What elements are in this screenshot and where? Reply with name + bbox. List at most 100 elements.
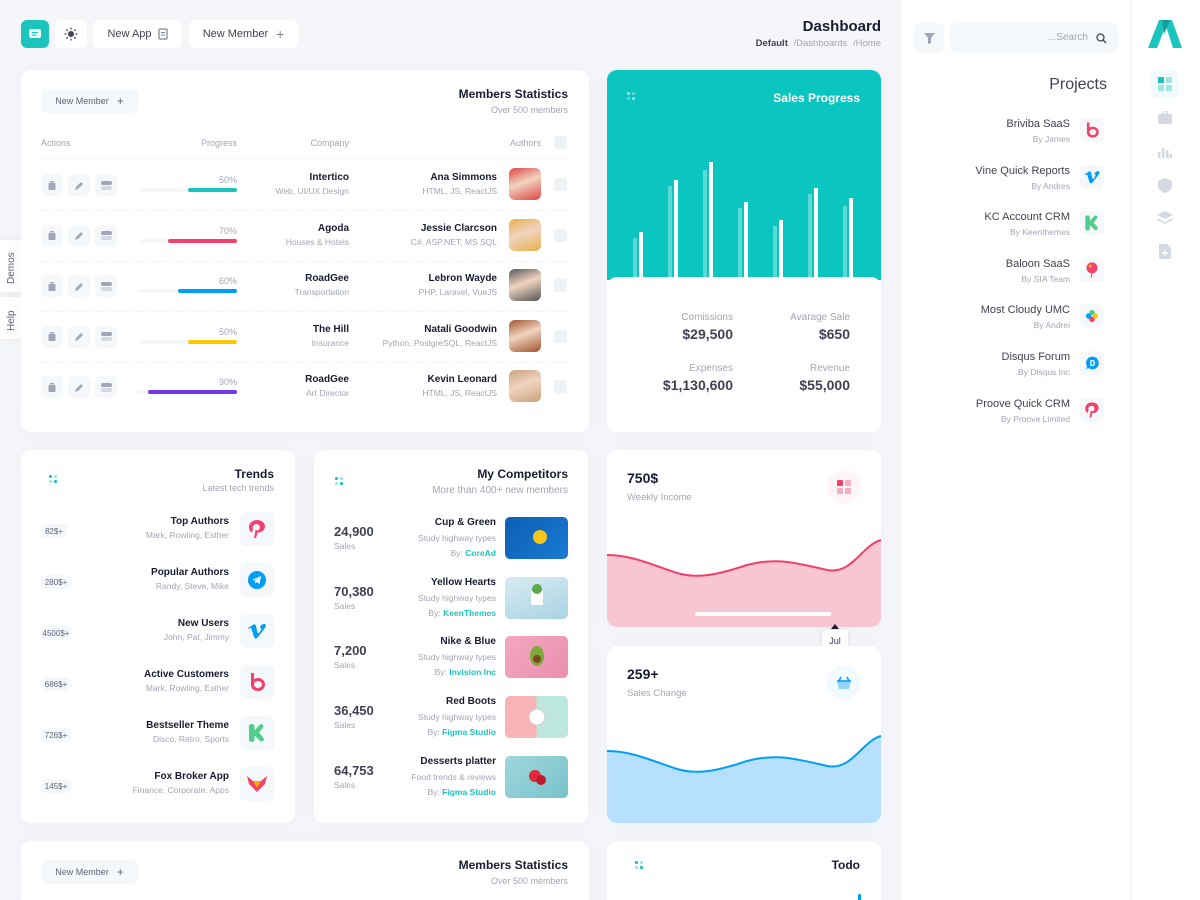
author-name[interactable]: Lebron Wayde (428, 273, 497, 284)
edit-button[interactable] (68, 224, 90, 247)
project-name[interactable]: Baloon SaaS (1005, 257, 1070, 270)
toggle-button[interactable] (95, 224, 117, 247)
project-name[interactable]: Briviba SaaS (1006, 118, 1070, 130)
delete-button[interactable] (41, 325, 63, 348)
project-item[interactable]: Disqus Forum .By Disqus Inc (902, 349, 1130, 379)
edit-button[interactable] (68, 376, 90, 398)
progress-fill (187, 339, 237, 344)
trend-name[interactable]: New Users (177, 618, 229, 629)
new-app-button[interactable]: New App (93, 20, 182, 48)
toggle-button[interactable] (95, 325, 117, 348)
company-name[interactable]: Agoda (317, 222, 349, 234)
toggle-button[interactable] (95, 376, 117, 398)
competitor-author-link[interactable]: Figma Studio (442, 786, 496, 797)
help-tab[interactable]: Help (0, 297, 24, 339)
file-add-nav-icon[interactable] (1159, 244, 1171, 259)
edit-button[interactable] (68, 325, 90, 348)
competitor-author-link[interactable]: Invision Inc (449, 667, 496, 678)
trend-name[interactable]: Top Authors (170, 516, 229, 527)
briefcase-nav-icon[interactable] (1158, 111, 1172, 124)
delete-button[interactable] (41, 275, 63, 297)
company-name[interactable]: Intertico (309, 172, 349, 183)
trend-name[interactable]: Active Customers (143, 669, 229, 680)
breadcrumb-default[interactable]: Default (755, 38, 788, 49)
search-icon[interactable] (1096, 33, 1107, 44)
competitor-item[interactable]: 70,380 Sales Yellow Hearts Study highway… (314, 576, 588, 619)
select-all-checkbox[interactable] (554, 136, 567, 149)
toggle-button[interactable] (95, 174, 117, 196)
competitor-name[interactable]: Nike & Blue (440, 636, 496, 648)
trend-item[interactable]: 4500$+ New Users John, Pat, Jimmy (21, 614, 295, 660)
project-name[interactable]: Vine Quick Reports (975, 164, 1070, 177)
search-input[interactable]: ...Search (950, 23, 1118, 53)
project-item[interactable]: Proove Quick CRM By Proove Limited (902, 396, 1130, 426)
chart-nav-icon[interactable] (1158, 145, 1172, 158)
company-name[interactable]: RoadGee (305, 374, 349, 385)
sales-change-label: Sales Change (627, 688, 687, 699)
author-name[interactable]: Natali Goodwin (424, 323, 497, 335)
add-member-button-2[interactable]: New Member + (41, 860, 138, 884)
project-name[interactable]: KC Account CRM (984, 211, 1070, 224)
income-scrollbar[interactable] (695, 612, 831, 616)
row-checkbox[interactable] (554, 329, 567, 343)
author-name[interactable]: Kevin Leonard (427, 374, 497, 385)
income-chart-icon[interactable] (827, 470, 861, 504)
trend-badge: 686$+ (41, 677, 71, 691)
project-item[interactable]: Most Cloudy UMC By Andrei (902, 302, 1130, 332)
competitor-item[interactable]: 36,450 Sales Red Boots Study highway typ… (314, 696, 588, 739)
project-item[interactable]: Briviba SaaS By James (902, 116, 1130, 146)
company-name[interactable]: The Hill (312, 323, 349, 335)
author-name[interactable]: Ana Simmons (430, 172, 497, 183)
edit-button[interactable] (68, 275, 90, 297)
competitor-name[interactable]: Red Boots (446, 696, 496, 708)
project-name[interactable]: Proove Quick CRM (975, 397, 1070, 410)
trend-name[interactable]: Popular Authors (151, 567, 229, 578)
trend-item[interactable]: 686$+ Active Customers Mark, Rowling, Es… (21, 665, 295, 711)
trend-item[interactable]: 82$+ Top Authors Mark, Rowling, Esther (21, 512, 295, 558)
add-member-button[interactable]: New Member + (41, 89, 138, 113)
menu-toggle-button[interactable] (21, 20, 49, 48)
brand-logo-icon[interactable] (1148, 20, 1182, 48)
row-checkbox[interactable] (554, 380, 567, 393)
demos-tab[interactable]: Demos (0, 240, 24, 292)
competitor-item[interactable]: 7,200 Sales Nike & Blue Study highway ty… (314, 636, 588, 679)
edit-button[interactable] (68, 174, 90, 196)
breadcrumb-home[interactable]: /Home (853, 38, 881, 49)
competitor-name[interactable]: Cup & Green (434, 517, 496, 528)
competitor-author-link[interactable]: CoreAd (465, 548, 496, 558)
author-name[interactable]: Jessie Clarcson (420, 222, 497, 234)
trend-item[interactable]: 145$+ Fox Broker App Finance, Corporate,… (21, 767, 295, 813)
theme-toggle-button[interactable] (55, 20, 87, 48)
trend-desc: Mark, Rowling, Esther (145, 530, 229, 540)
company-name[interactable]: RoadGee (305, 273, 349, 284)
layers-nav-icon[interactable] (1157, 211, 1173, 225)
competitor-item[interactable]: 24,900 Sales Cup & Green Study highway t… (314, 517, 588, 559)
project-item[interactable]: Baloon SaaS By SIA Team (902, 256, 1130, 286)
trend-name[interactable]: Fox Broker App (154, 771, 229, 782)
shield-nav-icon[interactable] (1158, 178, 1172, 193)
project-name[interactable]: Most Cloudy UMC (980, 304, 1070, 317)
breadcrumb-dashboards[interactable]: /Dashboards (793, 38, 848, 49)
project-item[interactable]: KC Account CRM By Keenthemes (902, 209, 1130, 239)
project-item[interactable]: Vine Quick Reports By Andres (902, 163, 1130, 193)
new-member-button[interactable]: New Member + (189, 20, 298, 48)
row-checkbox[interactable] (554, 228, 567, 242)
competitor-author-link[interactable]: KeenThemes (443, 607, 496, 618)
delete-button[interactable] (41, 174, 63, 196)
project-name[interactable]: Disqus Forum (1001, 351, 1070, 363)
competitor-author-link[interactable]: Figma Studio (442, 727, 496, 738)
competitor-name[interactable]: Yellow Hearts (430, 576, 496, 588)
trend-name[interactable]: Bestseller Theme (146, 720, 229, 731)
trend-item[interactable]: 280$+ Popular Authors Randy, Steve, Mike (21, 563, 295, 609)
row-checkbox[interactable] (554, 279, 567, 292)
trend-item[interactable]: 726$+ Bestseller Theme Disco, Retro, Spo… (21, 716, 295, 762)
delete-button[interactable] (41, 224, 63, 247)
toggle-button[interactable] (95, 275, 117, 297)
competitor-item[interactable]: 64,753 Sales Desserts platter Food trend… (314, 755, 588, 798)
dashboard-nav-icon[interactable] (1151, 70, 1179, 98)
basket-icon-box[interactable] (827, 666, 861, 700)
row-checkbox[interactable] (554, 178, 567, 191)
delete-button[interactable] (41, 376, 63, 398)
filter-button[interactable] (914, 23, 944, 53)
competitor-name[interactable]: Desserts platter (420, 755, 496, 767)
